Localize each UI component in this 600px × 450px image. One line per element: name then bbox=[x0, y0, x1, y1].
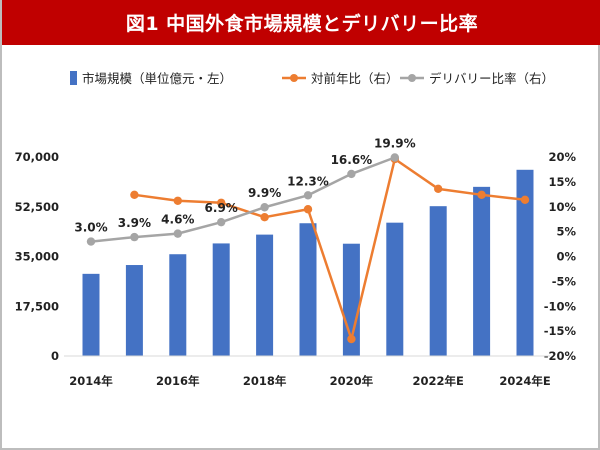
delivery-line bbox=[90, 156, 396, 243]
yoy-line bbox=[134, 157, 526, 341]
y-right-tick-label: 5% bbox=[556, 225, 576, 239]
y-right-tick-label: -20% bbox=[544, 349, 577, 363]
bar-market-size bbox=[386, 222, 404, 356]
yoy-point bbox=[260, 212, 269, 222]
legend-yoy-marker bbox=[290, 74, 298, 82]
delivery-data-label: 19.9% bbox=[374, 136, 416, 150]
delivery-data-label: 9.9% bbox=[248, 186, 281, 200]
y-right-tick-label: 15% bbox=[548, 175, 576, 189]
delivery-point bbox=[173, 229, 182, 238]
bar-market-size bbox=[429, 206, 447, 356]
legend-label-yoy: 対前年比（右） bbox=[311, 71, 399, 86]
yoy-point bbox=[303, 205, 313, 214]
y-right-tick-label: -15% bbox=[544, 324, 577, 338]
combo-chart: 市場規模（単位億元・左） 対前年比（右） デリバリー比率（右） 0 17,500 35,0… bbox=[15, 71, 577, 388]
delivery-point bbox=[217, 217, 226, 227]
x-tick-label: 2022年E bbox=[413, 374, 465, 388]
delivery-data-label: 3.0% bbox=[74, 221, 107, 235]
delivery-data-label: 6.9% bbox=[205, 201, 238, 215]
y-left-tick-label: 17,500 bbox=[15, 299, 59, 313]
bar-market-size bbox=[299, 223, 317, 356]
y-right-tick-label: -5% bbox=[552, 274, 577, 288]
y-left-tick-label: 35,000 bbox=[15, 250, 59, 264]
x-tick-label: 2024年E bbox=[499, 374, 551, 388]
bar-market-size bbox=[212, 243, 230, 356]
delivery-point bbox=[303, 191, 313, 200]
yoy-point bbox=[477, 190, 486, 200]
y-right-tick-label: 0% bbox=[556, 250, 576, 264]
yoy-point bbox=[130, 190, 139, 200]
delivery-point bbox=[130, 232, 139, 242]
delivery-point bbox=[390, 153, 399, 162]
delivery-data-label: 4.6% bbox=[161, 213, 194, 227]
yoy-point bbox=[217, 198, 226, 207]
y-right-tick-label: 20% bbox=[548, 150, 576, 164]
yoy-point bbox=[434, 184, 443, 194]
y-right-tick-label: 10% bbox=[548, 200, 576, 214]
x-tick-label: 2014年 bbox=[69, 374, 113, 388]
delivery-data-label: 3.9% bbox=[118, 216, 151, 230]
bar-market-size bbox=[473, 186, 491, 356]
y-right-tick-label: -10% bbox=[544, 299, 577, 313]
legend-label-delivery: デリバリー比率（右） bbox=[429, 71, 554, 86]
bar-market-size bbox=[125, 265, 143, 356]
legend-label-market-size: 市場規模（単位億元・左） bbox=[82, 71, 232, 86]
delivery-data-label: 16.6% bbox=[331, 153, 373, 167]
bar-market-size bbox=[516, 169, 534, 356]
legend-bar-swatch bbox=[70, 71, 77, 85]
x-tick-label: 2020年 bbox=[330, 374, 374, 388]
y-left-tick-label: 70,000 bbox=[15, 150, 59, 164]
delivery-point bbox=[347, 169, 356, 179]
x-tick-label: 2018年 bbox=[243, 374, 287, 388]
y-left-tick-label: 52,500 bbox=[15, 200, 59, 214]
yoy-point bbox=[347, 334, 356, 344]
bar-market-size bbox=[256, 234, 274, 356]
delivery-point bbox=[260, 203, 269, 212]
yoy-point bbox=[173, 196, 182, 205]
x-tick-label: 2016年 bbox=[156, 374, 200, 388]
delivery-data-label: 12.3% bbox=[287, 174, 329, 188]
bar-market-size bbox=[82, 273, 100, 356]
delivery-point bbox=[86, 237, 96, 246]
legend-delivery-marker bbox=[408, 74, 416, 82]
bar-market-size bbox=[169, 254, 187, 356]
y-left-tick-label: 0 bbox=[51, 349, 59, 363]
yoy-point bbox=[520, 195, 530, 204]
chart-title: 図1 中国外食市場規模とデリバリー比率 bbox=[2, 0, 600, 45]
